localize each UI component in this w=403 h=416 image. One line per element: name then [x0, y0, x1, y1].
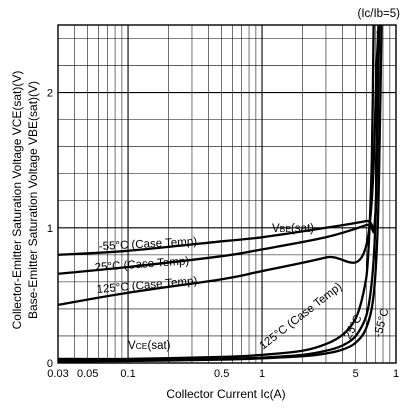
- curve-annotation: VBE(sat): [272, 223, 314, 235]
- series-line-vbe-0: [58, 25, 380, 256]
- y-tick-label: 1: [47, 223, 53, 235]
- plot-frame: [57, 24, 397, 364]
- x-tick-label: 0.05: [77, 368, 98, 380]
- x-tick-label: 5: [353, 368, 359, 380]
- y-axis-title-base-emitter: Base-Emitter Saturation Voltage VBE(sat)…: [26, 81, 40, 319]
- annotation-main: V: [128, 340, 136, 352]
- annotation-subscript: CE: [136, 341, 148, 351]
- x-tick-label: 1: [393, 368, 399, 380]
- grid-layer: [58, 25, 396, 363]
- series-line-vce-5: [58, 25, 383, 363]
- series-line-vbe-2: [58, 30, 380, 307]
- annotation-layer: VBE(sat)-55°C (Case Temp)25°C (Case Temp…: [94, 223, 391, 352]
- x-tick-label: 0.1: [120, 368, 135, 380]
- curve-annotation: VCE(sat): [128, 340, 171, 352]
- annotation-tail: (sat): [147, 340, 170, 352]
- x-tick-label: 0.03: [47, 368, 68, 380]
- y-tick-label: 2: [47, 88, 53, 100]
- y-tick-label: 0: [47, 358, 53, 370]
- curve-annotation: 25°C (Case Temp): [94, 255, 189, 274]
- tick-layer: 0.03 0.05 0.1 0.5 1 5 1 0 1 2: [47, 88, 399, 380]
- curve-annotation: 125°C (Case Temp): [96, 275, 198, 296]
- series-line-vce-3: [58, 25, 375, 361]
- y-axis-title-collector-emitter: Collector-Emitter Saturation Voltage VCE…: [10, 71, 24, 330]
- condition-label: (Ic/Ib=5): [357, 8, 400, 20]
- annotation-main: V: [272, 223, 280, 235]
- x-tick-label: 0.5: [214, 368, 229, 380]
- curve-annotation: -55°C (Case Temp): [99, 236, 198, 253]
- curve-layer: [58, 25, 383, 363]
- annotation-subscript: BE: [280, 224, 292, 234]
- series-line-vce-4: [58, 25, 380, 363]
- annotation-tail: (sat): [291, 223, 314, 235]
- x-tick-label: 1: [259, 368, 265, 380]
- x-axis-title: Collector Current Ic(A): [166, 387, 285, 401]
- series-line-vbe-1: [58, 25, 381, 275]
